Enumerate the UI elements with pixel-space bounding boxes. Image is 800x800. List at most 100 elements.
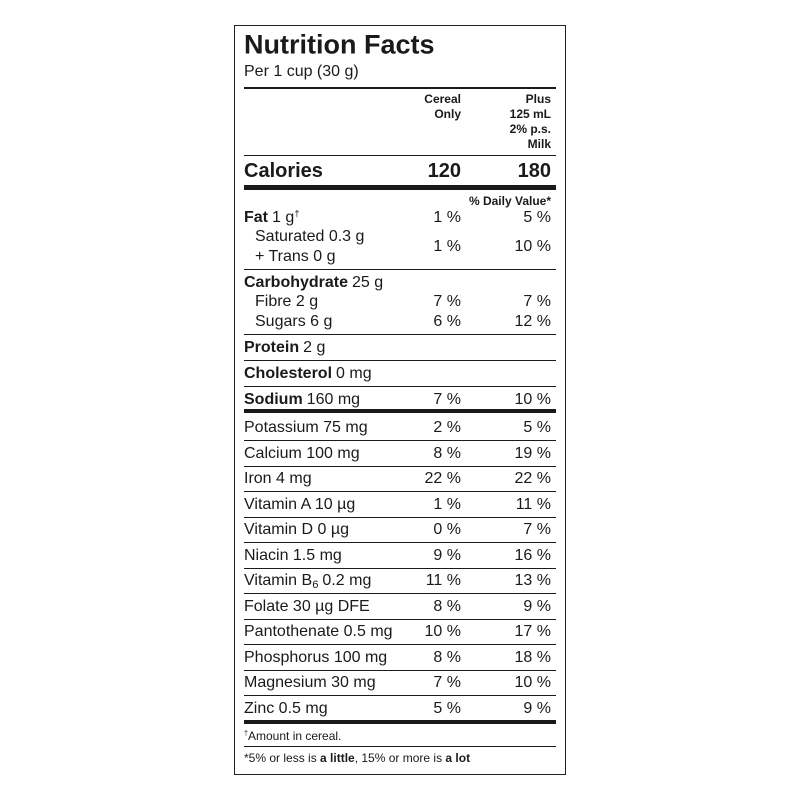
nutrient-name: Fat: [244, 208, 268, 226]
percent-milk: 9 %: [523, 597, 551, 615]
column-header: Milk: [527, 137, 551, 151]
footnote: *5% or less is a little, 15% or more is …: [244, 752, 470, 764]
footnote-text: a little: [320, 751, 355, 765]
nutrient: Iron 4 mg: [244, 471, 312, 487]
percent-cereal: 1 %: [433, 208, 461, 226]
percent-milk: 5 %: [523, 208, 551, 226]
footnote-text: Amount in cereal.: [248, 729, 342, 743]
percent-cereal: 5 %: [433, 699, 461, 717]
percent-milk: 22 %: [514, 470, 551, 487]
footnote-mark: †: [244, 728, 248, 738]
rule: [244, 745, 556, 747]
nutrient-label: Folate 30 µg DFE: [244, 597, 370, 615]
calories-label: Calories: [244, 160, 323, 182]
calories-value: 120: [427, 160, 461, 182]
label-border: [234, 25, 566, 775]
footnote-mark: †: [294, 208, 300, 219]
rule: [244, 593, 556, 595]
percent-milk: 12 %: [514, 312, 551, 330]
serving-size: Per 1 cup (30 g): [244, 63, 359, 80]
rule: [244, 409, 556, 413]
nutrient-amount: 2 g: [303, 338, 326, 356]
nutrient-name: Cholesterol: [244, 364, 333, 382]
column-header: 125 mL: [509, 107, 551, 121]
nutrient: Phosphorus 100 mg: [244, 648, 388, 666]
rule: [244, 154, 556, 156]
percent-cereal: 1 %: [433, 495, 461, 513]
nutrient: Carbohydrate 25 g: [244, 273, 383, 291]
nutrient: Potassium 75 mg: [244, 420, 368, 436]
nutrient-amount: 0 mg: [336, 364, 372, 382]
rule: [244, 567, 556, 569]
nutrient: Protein 2 g: [244, 338, 326, 356]
calories-value: 180: [517, 160, 551, 182]
footnote-text: a lot: [445, 751, 471, 765]
nutrient-label: Vitamin B: [244, 572, 313, 589]
nutrient: Niacin 1.5 mg: [244, 546, 342, 564]
subscript: 6: [312, 578, 319, 591]
percent-cereal: 7 %: [433, 674, 461, 691]
footnote-text: , 15% or more is: [354, 751, 446, 765]
rule: [244, 465, 556, 467]
rule: [244, 386, 556, 387]
nutrient-label: Niacin 1.5 mg: [244, 546, 342, 564]
percent-milk: 16 %: [514, 546, 551, 564]
nutrient: Sodium 160 mg: [244, 390, 361, 408]
rule: [244, 669, 556, 671]
percent-cereal: 7 %: [433, 293, 461, 311]
nutrient: Magnesium 30 mg: [244, 675, 376, 691]
percent-milk: 17 %: [514, 623, 551, 640]
percent-milk: 11 %: [515, 495, 551, 513]
rule: [244, 644, 556, 646]
nutrient-amount: 160 mg: [306, 390, 361, 408]
rule: [244, 542, 556, 544]
rule: [244, 87, 556, 89]
nutrient-label: Calcium 100 mg: [244, 444, 360, 462]
percent-cereal: 0 %: [433, 521, 461, 538]
sub-nutrient: + Trans 0 g: [255, 247, 336, 265]
percent-cereal: 8 %: [433, 648, 461, 666]
nutrient: Cholesterol 0 mg: [244, 364, 372, 382]
sub-nutrient: Fibre 2 g: [255, 293, 319, 311]
nutrient-amount: 0.2 mg: [322, 572, 372, 589]
percent-cereal: 22 %: [424, 470, 461, 487]
rule: [244, 695, 556, 697]
percent-cereal: 2 %: [433, 419, 461, 436]
column-header: Plus: [525, 92, 551, 106]
percent-milk: 9 %: [523, 699, 551, 717]
column-header: 2% p.s.: [509, 122, 551, 136]
percent-milk: 19 %: [514, 444, 551, 462]
nutrient-label: Phosphorus 100 mg: [244, 648, 388, 666]
percent-milk: 10 %: [514, 238, 551, 255]
title: Nutrition Facts: [244, 29, 435, 60]
footnote-text: *5% or less is: [244, 751, 321, 765]
percent-milk: 7 %: [523, 521, 551, 538]
footnote: †Amount in cereal.: [244, 730, 341, 742]
nutrient: Fat 1 g†: [244, 208, 300, 226]
nutrient-name: Carbohydrate: [244, 273, 349, 291]
rule: [244, 269, 556, 270]
daily-value-heading: % Daily Value*: [468, 194, 551, 208]
nutrient: Vitamin D 0 µg: [244, 522, 349, 538]
rule: [244, 184, 556, 190]
percent-cereal: 8 %: [433, 444, 461, 462]
nutrient-label: Vitamin A 10 µg: [244, 495, 356, 513]
percent-cereal: 10 %: [424, 623, 461, 640]
rule: [244, 360, 556, 361]
rule: [244, 618, 556, 620]
percent-milk: 13 %: [514, 572, 551, 589]
percent-cereal: 1 %: [433, 238, 461, 255]
nutrient-label: Iron 4 mg: [244, 470, 312, 487]
rule: [244, 720, 556, 724]
percent-cereal: 7 %: [433, 390, 461, 408]
percent-cereal: 11 %: [425, 572, 461, 589]
percent-milk: 18 %: [514, 648, 551, 666]
nutrient-label: Magnesium 30 mg: [244, 674, 376, 691]
percent-milk: 7 %: [523, 293, 551, 311]
percent-cereal: 6 %: [433, 312, 461, 330]
rule: [244, 516, 556, 518]
rule: [244, 440, 556, 442]
nutrient-label: Vitamin D 0 µg: [244, 521, 349, 538]
nutrient-name: Sodium: [244, 390, 303, 408]
